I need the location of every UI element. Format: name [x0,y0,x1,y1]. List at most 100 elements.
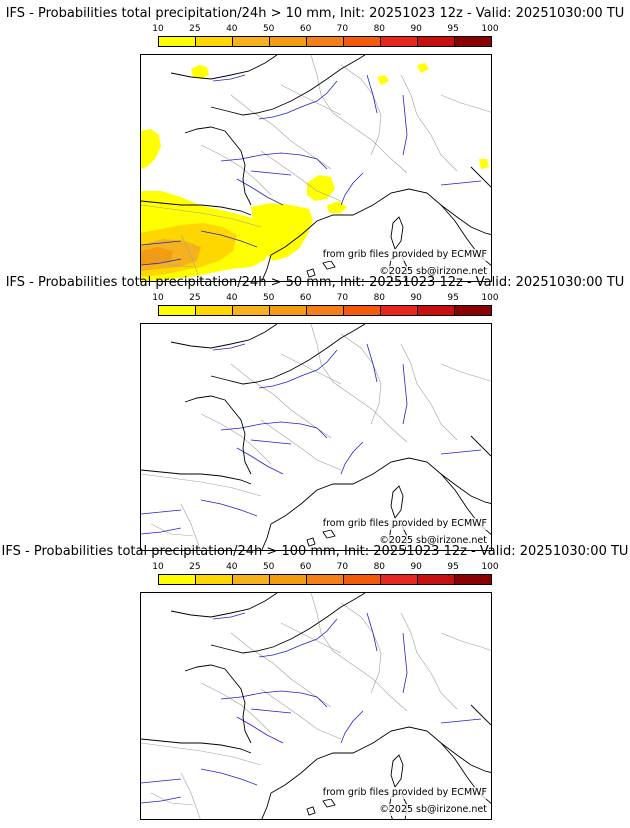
precip-area-benelux [377,75,389,85]
colorbar-label: 70 [336,562,349,572]
river-po [440,449,482,455]
colorbar-swatch [270,37,307,46]
river-rhine [402,632,408,694]
colorbar-swatch [270,575,307,584]
colorbar [158,574,492,585]
map-svg [141,593,491,819]
coastline-spain-east [261,254,272,281]
river-meuse [366,343,378,383]
colorbar-label: 90 [410,562,422,572]
border-line [440,94,491,113]
colorbar [158,305,492,316]
border-line [280,84,342,116]
source-credit: from grib files provided by ECMWF [322,249,487,261]
river-douro [141,778,182,784]
colorbar-label: 80 [373,24,386,34]
coastline-channel [210,324,366,385]
colorbar-label: 95 [447,24,459,34]
coastlines [141,593,491,819]
copyright-notice: ©2025 sb@irizone.net [379,535,487,547]
border-line [400,343,458,441]
precip-area-adriatic [479,159,489,169]
panel-title: IFS - Probabilities total precipitation/… [5,275,625,290]
balearic-island [306,537,316,547]
border-line [260,688,342,740]
balearic-island [306,806,316,816]
border-line [340,602,382,694]
coastline-spain-east [261,523,272,550]
colorbar-swatch [344,306,381,315]
colorbar-labels: 10 25 40 50 60 70 80 90 95 100 [152,24,498,35]
colorbar-label: 100 [481,24,499,34]
colorbar-label: 25 [189,24,201,34]
border-line [260,150,342,202]
coastline-mediterranean [270,726,491,794]
colorbar-label: 90 [410,24,422,34]
river-douro [141,240,182,246]
colorbar-swatch [196,37,233,46]
river-ebro [200,499,258,517]
colorbar-label: 40 [226,562,238,572]
coastline-france-atlantic [184,664,252,744]
precip-area-germany [417,63,429,73]
border-line [400,612,458,710]
border-line [141,204,262,228]
colorbar-labels: 10 25 40 50 60 70 80 90 95 100 [152,562,498,573]
border-line [310,593,408,712]
coastline-mediterranean [270,457,491,525]
coastline-iberia-north [141,469,252,485]
river-dordogne [250,170,292,176]
colorbar-label: 25 [189,562,201,572]
coastline-france-atlantic [184,126,252,206]
precip-area-gulf-lion [327,201,347,213]
border-line [310,324,408,443]
forecast-panel-50mm: IFS - Probabilities total precipitation/… [0,275,630,551]
colorbar-swatch [159,37,196,46]
panel-title: IFS - Probabilities total precipitation/… [1,544,629,559]
border-line [180,772,201,819]
colorbar-label: 60 [299,24,312,34]
colorbar-swatch [455,306,491,315]
border-line [200,144,272,196]
river-po [440,180,482,186]
colorbar-label: 50 [262,562,275,572]
copyright-notice: ©2025 sb@irizone.net [379,804,487,816]
colorbar-swatch [159,575,196,584]
colorbar-label: 100 [481,562,499,572]
colorbar-label: 10 [152,24,164,34]
coastline-england [170,55,278,80]
precip-area-channel [191,65,209,79]
map-svg [141,55,491,281]
colorbar-swatch [418,306,455,315]
colorbar-label: 80 [373,562,386,572]
coastline-mediterranean [270,188,491,256]
river-rhine [402,363,408,425]
river-tagus [141,796,182,804]
colorbar-labels: 10 25 40 50 60 70 80 90 95 100 [152,293,498,304]
border-line [280,353,342,385]
river-seine [258,349,338,389]
coastline-france-atlantic [184,395,252,475]
precip-area-iberia-dark-orange [141,247,173,265]
colorbar-label: 90 [410,293,422,303]
colorbar-label: 60 [299,562,312,572]
border-line [340,64,382,156]
river-loire [220,421,328,439]
colorbar-swatch [233,37,270,46]
map-area: from grib files provided by ECMWF ©2025 … [140,54,492,282]
colorbar-label: 70 [336,24,349,34]
river-rhone [340,441,364,475]
colorbar-label: 70 [336,293,349,303]
colorbar-swatch [418,37,455,46]
coastline-iberia-north [141,200,252,216]
border-line [230,632,332,708]
source-credit: from grib files provided by ECMWF [322,518,487,530]
coastline-channel [210,55,366,116]
precip-areas [141,63,489,281]
river-douro [141,509,182,515]
colorbar-swatch [233,575,270,584]
colorbar-label: 50 [262,24,275,34]
border-line [200,413,272,465]
river-rhine [402,94,408,156]
border-line [340,333,382,425]
